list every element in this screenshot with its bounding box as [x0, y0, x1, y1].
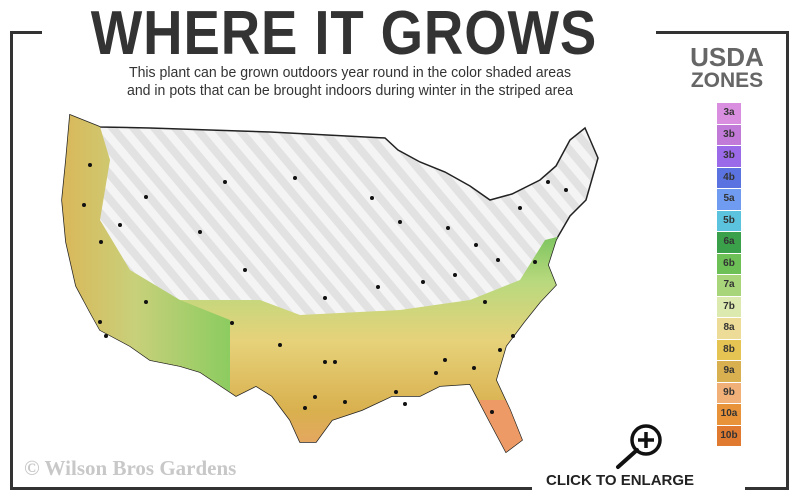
legend-zone-8a: 8a — [717, 318, 741, 339]
city-dot — [518, 206, 522, 210]
frame-top-right — [656, 31, 788, 34]
frame-left — [10, 31, 13, 490]
legend-zone-5a: 5a — [717, 189, 741, 210]
city-dot — [303, 406, 307, 410]
frame-bottom-left — [10, 487, 532, 490]
frame-bottom-right — [745, 487, 789, 490]
subtitle-line-1: This plant can be grown outdoors year ro… — [128, 64, 572, 81]
zone-legend: 3a 3b 3b 4b 5a 5b 6a 6b 7a 7b 8a 8b 9a 9b 10a 10b — [717, 103, 741, 447]
city-dot — [333, 360, 337, 364]
legend-title: USDA ZONES — [672, 44, 782, 92]
legend-title-line-1: USDA — [690, 42, 764, 72]
legend-zone-9b: 9b — [717, 382, 741, 403]
legend-zone-7a: 7a — [717, 275, 741, 296]
click-to-enlarge-button[interactable]: CLICK TO ENLARGE — [540, 420, 730, 492]
city-dot — [323, 360, 327, 364]
page-title: WHERE IT GROWS — [90, 0, 598, 68]
city-dot — [434, 371, 438, 375]
legend-zone-10b: 10b — [717, 425, 741, 446]
city-dot — [421, 280, 425, 284]
city-dot — [394, 390, 398, 394]
city-dot — [104, 334, 108, 338]
city-dot — [472, 366, 476, 370]
legend-zone-4b: 4b — [717, 167, 741, 188]
city-dot — [546, 180, 550, 184]
city-dot — [474, 243, 478, 247]
legend-zone-8b: 8b — [717, 339, 741, 360]
legend-zone-3b: 3b — [717, 146, 741, 167]
city-dot — [398, 220, 402, 224]
city-dot — [511, 334, 515, 338]
city-dot — [144, 195, 148, 199]
city-dot — [198, 230, 202, 234]
city-dot — [446, 226, 450, 230]
copyright-watermark: © Wilson Bros Gardens — [24, 456, 237, 480]
legend-zone-3b: 3b — [717, 124, 741, 145]
legend-title-line-2: ZONES — [690, 69, 764, 92]
city-dot — [99, 240, 103, 244]
city-dot — [323, 296, 327, 300]
city-dot — [564, 188, 568, 192]
enlarge-label: CLICK TO ENLARGE — [546, 472, 695, 489]
city-dot — [403, 402, 407, 406]
legend-zone-9a: 9a — [717, 361, 741, 382]
city-dot — [498, 348, 502, 352]
legend-zone-6b: 6b — [717, 253, 741, 274]
subtitle-line-2: and in pots that can be brought indoors … — [126, 82, 574, 99]
city-dot — [533, 260, 537, 264]
city-dot — [496, 258, 500, 262]
frame-right — [786, 31, 789, 490]
subtitle: This plant can be grown outdoors year ro… — [59, 64, 642, 100]
city-dot — [223, 180, 227, 184]
city-dot — [82, 203, 86, 207]
city-dot — [293, 176, 297, 180]
city-dot — [343, 400, 347, 404]
city-dot — [98, 320, 102, 324]
legend-zone-3a: 3a — [717, 103, 741, 124]
frame-top-left — [10, 31, 42, 34]
city-dot — [483, 300, 487, 304]
city-dot — [88, 163, 92, 167]
city-dot — [144, 300, 148, 304]
city-dot — [490, 410, 494, 414]
city-dot — [370, 196, 374, 200]
city-dot — [453, 273, 457, 277]
legend-zone-10a: 10a — [717, 404, 741, 425]
magnify-plus-icon — [616, 424, 662, 469]
city-dot — [278, 343, 282, 347]
city-dot — [376, 285, 380, 289]
city-dot — [243, 268, 247, 272]
legend-zone-6a: 6a — [717, 232, 741, 253]
city-dot — [230, 321, 234, 325]
city-dot — [313, 395, 317, 399]
legend-zone-5b: 5b — [717, 210, 741, 231]
city-dot — [118, 223, 122, 227]
legend-zone-7b: 7b — [717, 296, 741, 317]
city-dots — [82, 163, 568, 414]
city-dot — [443, 358, 447, 362]
